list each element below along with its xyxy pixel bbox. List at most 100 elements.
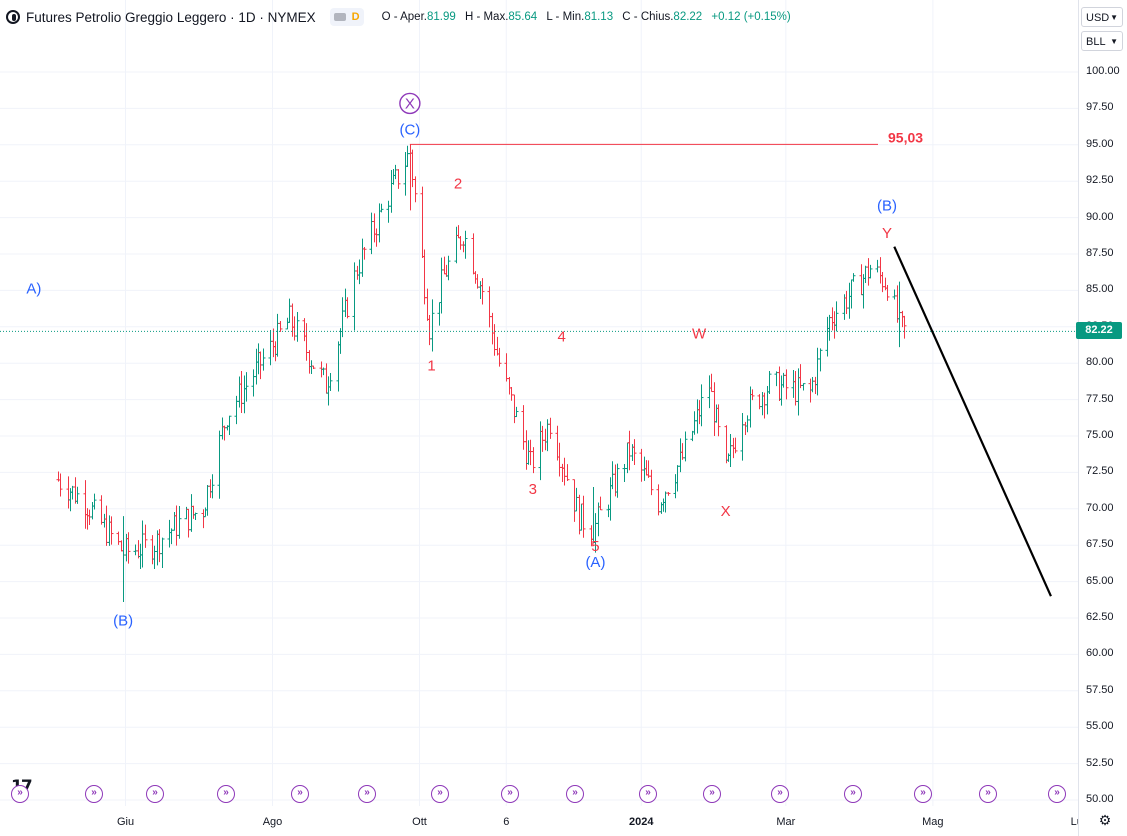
dividend-event-icon[interactable]: » <box>291 785 309 803</box>
ohlc-bar <box>868 264 873 279</box>
dividend-event-icon[interactable]: » <box>11 785 29 803</box>
ohlc-bar <box>136 540 141 559</box>
ohlc-bar <box>562 457 567 486</box>
currency-selector[interactable]: USD ▼ <box>1081 7 1123 27</box>
ohlc-bar <box>724 425 729 464</box>
ohlc-bar <box>608 477 613 521</box>
ohlc-change-value: +0.12 (+0.15%) <box>711 11 791 23</box>
ohlc-close-value: 82.22 <box>673 11 703 23</box>
ohlc-bar <box>244 372 249 402</box>
dividend-event-icon[interactable]: » <box>703 785 721 803</box>
ohlc-bar <box>389 170 394 213</box>
ohlc-bar <box>338 328 343 354</box>
ohlc-bar <box>849 279 854 309</box>
dividend-event-icon[interactable]: » <box>844 785 862 803</box>
ohlc-bar <box>160 537 165 569</box>
ohlc-bar <box>492 324 497 356</box>
price-tick-label: 60.00 <box>1086 647 1114 660</box>
ohlc-bar <box>326 376 331 406</box>
projection-line <box>893 246 1052 597</box>
symbol-title[interactable]: Futures Petrolio Greggio Leggero · 1D · … <box>26 9 316 25</box>
ohlc-bar <box>473 271 478 284</box>
gridlines <box>0 0 1081 806</box>
dividend-event-icon[interactable]: » <box>85 785 103 803</box>
ohlc-bar <box>574 487 579 512</box>
visibility-toggle-icon[interactable] <box>333 13 346 21</box>
price-tick-label: 95.00 <box>1086 137 1114 150</box>
ohlc-bar <box>777 366 782 401</box>
dividend-event-icon[interactable]: » <box>358 785 376 803</box>
ohlc-bar <box>430 299 435 352</box>
ohlc-bar <box>413 176 418 203</box>
ohlc-bar <box>692 411 697 435</box>
ohlc-bar <box>295 312 300 342</box>
ohlc-bar <box>808 378 813 403</box>
dividend-event-icon[interactable]: » <box>217 785 235 803</box>
ohlc-bar <box>119 540 124 552</box>
ohlc-bar <box>201 509 206 529</box>
ohlc-bar <box>847 282 852 319</box>
dividend-event-icon[interactable]: » <box>771 785 789 803</box>
ohlc-bar <box>328 373 333 391</box>
ohlc-close-label: C - Chius. <box>622 11 674 23</box>
ohlc-bar <box>227 415 232 436</box>
ohlc-bar <box>627 430 632 471</box>
ohlc-bar <box>895 285 900 323</box>
price-tick-label: 85.00 <box>1086 283 1114 296</box>
ohlc-bar <box>606 504 611 518</box>
ohlc-bar <box>646 460 651 478</box>
unit-selector[interactable]: BLL ▼ <box>1081 31 1123 51</box>
ohlc-bar <box>427 314 432 346</box>
ohlc-bar <box>526 440 531 465</box>
ohlc-bar <box>666 492 671 496</box>
ohlc-bar <box>463 230 468 259</box>
chart-header: Futures Petrolio Greggio Leggero · 1D · … <box>6 6 797 28</box>
ohlc-bar <box>302 318 307 342</box>
ohlc-bar <box>625 442 630 474</box>
dividend-event-icon[interactable]: » <box>1048 785 1066 803</box>
interval-badge[interactable]: D <box>329 8 364 26</box>
dividend-event-icon[interactable]: » <box>431 785 449 803</box>
wave-label: A) <box>26 280 41 297</box>
ohlc-high-label: H - Max. <box>464 11 509 23</box>
price-axis[interactable] <box>1078 0 1127 836</box>
dividend-event-icon[interactable]: » <box>146 785 164 803</box>
ohlc-bar <box>403 152 408 196</box>
wave-circle <box>399 92 421 115</box>
dividend-event-icon[interactable]: » <box>566 785 584 803</box>
ohlc-bar <box>615 463 620 498</box>
ohlc-bar <box>656 484 661 516</box>
ohlc-bar <box>630 444 635 461</box>
time-tick-label: 6 <box>503 816 509 828</box>
ohlc-bar <box>892 289 897 300</box>
ohlc-bar <box>355 265 360 280</box>
dividend-event-icon[interactable]: » <box>639 785 657 803</box>
ohlc-bar <box>362 246 367 260</box>
ohlc-bar <box>307 350 312 374</box>
gear-icon[interactable]: ⚙ <box>1098 812 1112 828</box>
ohlc-bar <box>242 375 247 414</box>
ohlc-bar <box>425 288 430 321</box>
ohlc-bar <box>379 203 384 213</box>
ohlc-bar <box>251 369 256 397</box>
ohlc-bar <box>369 212 374 255</box>
dividend-event-icon[interactable]: » <box>979 785 997 803</box>
wave-label: 1 <box>427 357 435 374</box>
wave-label: 5 <box>591 538 599 555</box>
wave-label: 2 <box>454 175 462 192</box>
wave-label: (B) <box>877 197 897 214</box>
ohlc-bar <box>490 312 495 345</box>
ohlc-bar <box>85 508 90 530</box>
ohlc-bar <box>68 488 73 512</box>
ohlc-bar <box>210 474 215 499</box>
ohlc-bar <box>208 479 213 498</box>
ohlc-bar <box>507 377 512 395</box>
ohlc-bar <box>116 531 121 545</box>
ohlc-bar <box>396 169 401 189</box>
ohlc-bar <box>374 228 379 247</box>
ohlc-bar <box>514 406 519 418</box>
dividend-event-icon[interactable]: » <box>501 785 519 803</box>
price-tick-label: 92.50 <box>1086 174 1114 187</box>
dividend-event-icon[interactable]: » <box>914 785 932 803</box>
